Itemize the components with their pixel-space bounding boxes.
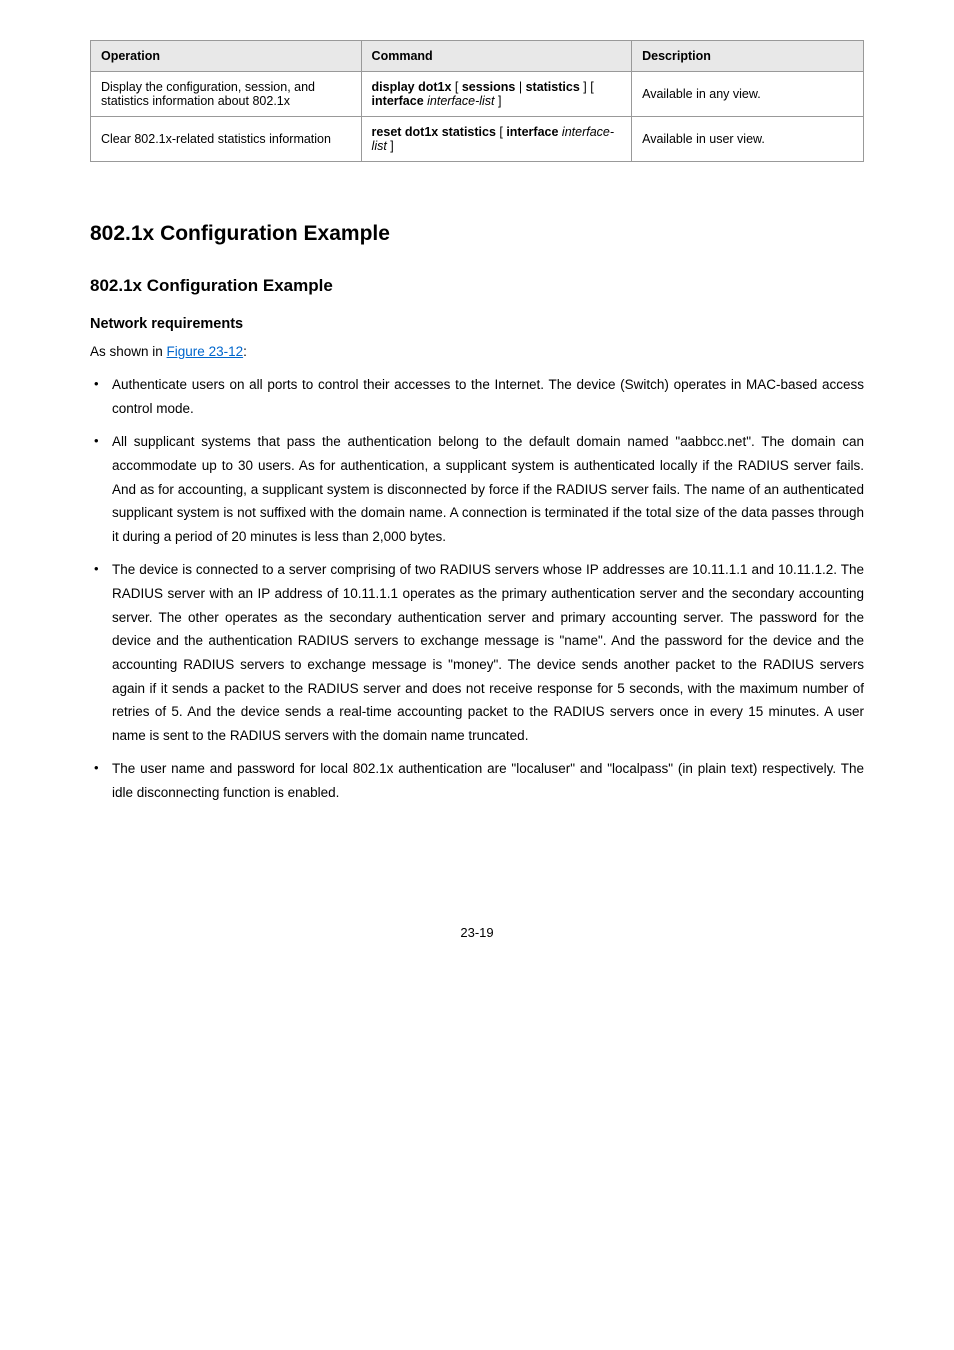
list-item: Authenticate users on all ports to contr…	[112, 373, 864, 420]
table-row: Clear 802.1x-related statistics informat…	[91, 117, 864, 162]
list-item: The user name and password for local 802…	[112, 757, 864, 804]
header-description: Description	[632, 41, 864, 72]
heading-sub: 802.1x Configuration Example	[90, 276, 864, 296]
list-item: All supplicant systems that pass the aut…	[112, 430, 864, 548]
heading-main: 802.1x Configuration Example	[90, 222, 864, 246]
requirements-list: Authenticate users on all ports to contr…	[90, 373, 864, 805]
header-operation: Operation	[91, 41, 362, 72]
list-item: The device is connected to a server comp…	[112, 558, 864, 747]
table-row: Display the configuration, session, and …	[91, 72, 864, 117]
heading-section: Network requirements	[90, 316, 864, 332]
header-command: Command	[361, 41, 632, 72]
cell-operation: Clear 802.1x-related statistics informat…	[91, 117, 362, 162]
cell-command: reset dot1x statistics [ interface inter…	[361, 117, 632, 162]
intro-text: As shown in Figure 23-12:	[90, 344, 864, 359]
cell-description: Available in user view.	[632, 117, 864, 162]
figure-link[interactable]: Figure 23-12	[167, 344, 244, 359]
cell-description: Available in any view.	[632, 72, 864, 117]
page-number: 23-19	[90, 925, 864, 940]
cell-operation: Display the configuration, session, and …	[91, 72, 362, 117]
cell-command: display dot1x [ sessions | statistics ] …	[361, 72, 632, 117]
config-table: Operation Command Description Display th…	[90, 40, 864, 162]
